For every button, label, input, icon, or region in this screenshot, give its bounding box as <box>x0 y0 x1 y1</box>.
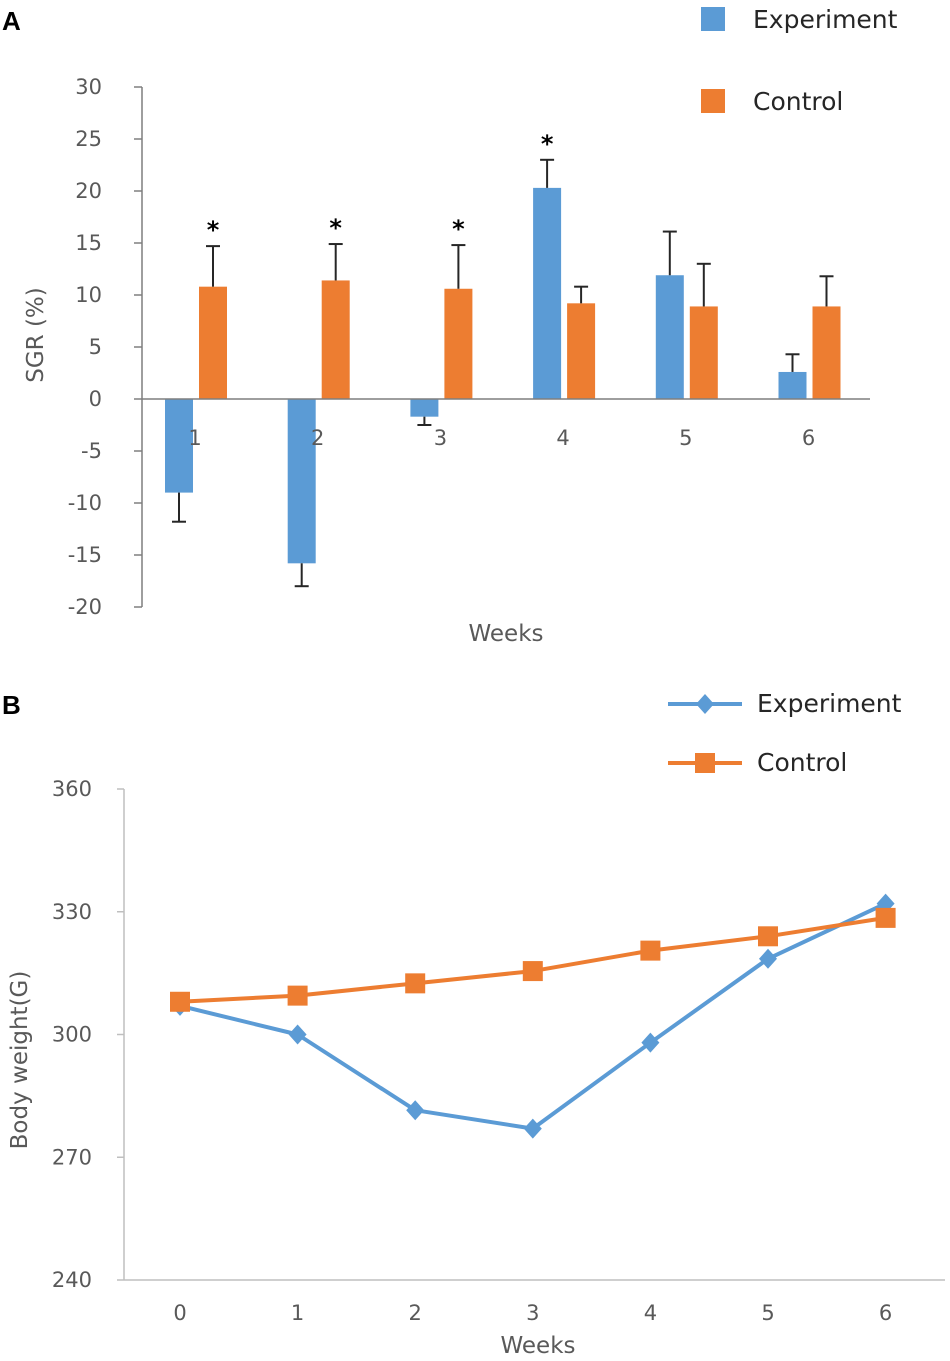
series-control <box>170 907 896 1012</box>
point-experiment <box>288 1024 307 1045</box>
x-tick-label: 1 <box>188 426 201 450</box>
y-tick-label: 25 <box>75 127 102 151</box>
y-tick-label: 5 <box>89 335 102 359</box>
line-control <box>179 915 886 1004</box>
x-tick-label: 6 <box>879 1301 892 1325</box>
y-axis-title: Body weight(G) <box>7 971 33 1150</box>
panel-label-a: A <box>2 6 21 36</box>
bars <box>165 158 841 588</box>
x-axis-title: Weeks <box>501 1333 576 1359</box>
point-control <box>875 907 896 928</box>
y-tick-label: -15 <box>68 543 102 567</box>
x-tick-label: 2 <box>311 426 324 450</box>
x-tick-label: 4 <box>556 426 569 450</box>
x-tick-label: 5 <box>679 426 692 450</box>
x-tick-label: 3 <box>526 1301 539 1325</box>
x-tick-label: 4 <box>644 1301 657 1325</box>
legend-marker-experiment <box>696 694 714 714</box>
significance-star: * <box>452 215 465 243</box>
legend-label-control: Control <box>753 87 843 116</box>
legend-swatch-experiment <box>701 7 725 31</box>
bar-experiment <box>778 371 807 399</box>
y-axis-title: SGR (%) <box>23 287 49 383</box>
line-experiment <box>179 901 887 1131</box>
significance-star: * <box>541 130 554 158</box>
point-experiment <box>406 1100 425 1121</box>
y-tick-label: 330 <box>52 900 92 924</box>
y-tick-label: -5 <box>81 439 102 463</box>
significance-star: * <box>329 214 342 242</box>
point-control <box>287 985 308 1006</box>
bar-control <box>199 286 227 399</box>
y-tick-label: 360 <box>52 777 92 801</box>
bar-control <box>444 288 473 399</box>
point-experiment <box>759 948 777 969</box>
point-control <box>640 940 661 961</box>
y-tick-label: -20 <box>68 595 102 619</box>
bar-control <box>321 280 350 399</box>
legend-marker-control <box>695 753 715 773</box>
legend-label-experiment: Experiment <box>753 5 898 34</box>
y-tick-label: 0 <box>89 387 102 411</box>
point-experiment <box>641 1032 660 1053</box>
bar-experiment <box>533 187 562 399</box>
bar-control <box>689 306 718 399</box>
legend: Experiment Control <box>668 689 902 777</box>
y-tick-label: 240 <box>52 1268 92 1292</box>
x-tick-label: 3 <box>434 426 447 450</box>
y-tick-label: -10 <box>68 491 102 515</box>
chart-b: B 360 330 300 270 240 0 1 2 3 4 5 6 Body weight(G) Wee… <box>2 689 945 1359</box>
point-control <box>522 961 543 982</box>
y-tick-label: 300 <box>52 1023 92 1047</box>
x-tick-label: 6 <box>802 426 815 450</box>
x-tick-label: 2 <box>409 1301 422 1325</box>
point-control <box>170 991 190 1012</box>
point-control <box>758 926 778 947</box>
y-tick-label: 15 <box>75 231 102 255</box>
legend-label-experiment: Experiment <box>757 689 902 718</box>
y-tick-label: 270 <box>52 1145 92 1169</box>
point-control <box>405 973 426 994</box>
point-experiment <box>523 1118 542 1139</box>
x-tick-label: 5 <box>761 1301 774 1325</box>
bar-experiment <box>410 399 439 417</box>
legend: Experiment Control <box>701 5 898 116</box>
bar-experiment <box>165 399 193 493</box>
bar-experiment <box>287 399 316 564</box>
x-tick-label: 0 <box>173 1301 186 1325</box>
bar-experiment <box>655 275 684 399</box>
legend-swatch-control <box>701 89 725 113</box>
y-tick-label: 10 <box>75 283 102 307</box>
panel-label-b: B <box>2 690 21 720</box>
series-experiment <box>171 893 895 1139</box>
y-tick-label: 20 <box>75 179 102 203</box>
significance-star: * <box>207 216 220 244</box>
bar-control <box>567 303 596 399</box>
bar-control <box>812 306 841 399</box>
y-tick-label: 30 <box>75 75 102 99</box>
x-tick-label: 1 <box>291 1301 304 1325</box>
chart-a: A 30 25 20 15 10 5 0 -5 -10 -15 -20 SGR (%) 1 2 3 4 5 6 * * *… <box>2 5 898 647</box>
x-axis-title: Weeks <box>469 621 544 647</box>
legend-label-control: Control <box>757 748 847 777</box>
